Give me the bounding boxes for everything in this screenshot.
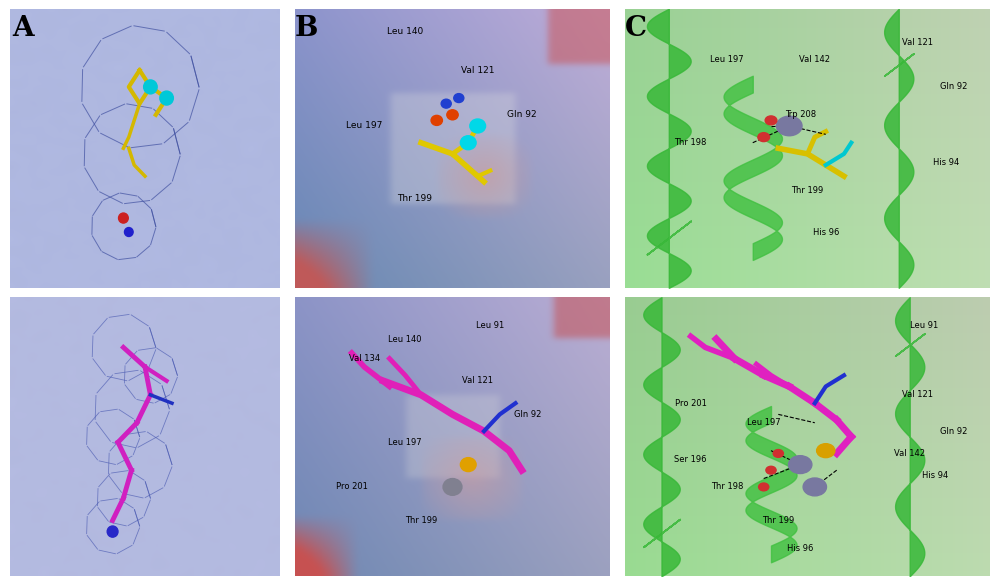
Text: A: A — [12, 15, 34, 42]
Text: Thr 199: Thr 199 — [791, 185, 824, 195]
Circle shape — [460, 136, 476, 150]
Text: Val 121: Val 121 — [462, 376, 493, 386]
Circle shape — [803, 478, 826, 496]
Circle shape — [441, 99, 451, 108]
Circle shape — [144, 80, 157, 94]
Text: B: B — [295, 15, 318, 42]
Circle shape — [776, 116, 802, 136]
Text: Leu 197: Leu 197 — [710, 54, 744, 64]
Text: Thr 199: Thr 199 — [405, 516, 437, 525]
Text: Pro 201: Pro 201 — [336, 483, 368, 491]
Text: C: C — [625, 15, 647, 42]
Text: His 96: His 96 — [813, 228, 839, 236]
Circle shape — [766, 466, 776, 474]
Text: Gln 92: Gln 92 — [940, 426, 967, 436]
Text: Ser 196: Ser 196 — [674, 455, 707, 463]
Text: Leu 91: Leu 91 — [910, 321, 938, 329]
Circle shape — [789, 456, 812, 473]
Circle shape — [460, 457, 476, 472]
Circle shape — [107, 526, 118, 537]
Circle shape — [443, 479, 462, 495]
Text: Gln 92: Gln 92 — [514, 410, 542, 419]
Circle shape — [759, 483, 769, 491]
Circle shape — [447, 110, 458, 120]
Circle shape — [124, 228, 133, 236]
Circle shape — [758, 133, 770, 142]
Circle shape — [817, 443, 835, 457]
Text: Leu 197: Leu 197 — [388, 438, 422, 447]
Text: Val 142: Val 142 — [894, 449, 925, 458]
Text: Val 121: Val 121 — [461, 66, 494, 75]
Text: Thr 198: Thr 198 — [711, 483, 743, 491]
Circle shape — [765, 116, 777, 125]
Text: Thr 199: Thr 199 — [762, 516, 794, 525]
Text: Leu 197: Leu 197 — [747, 418, 781, 427]
Text: Trp 208: Trp 208 — [785, 111, 816, 119]
Text: His 96: His 96 — [787, 544, 813, 553]
Circle shape — [160, 91, 173, 105]
Text: Leu 197: Leu 197 — [346, 122, 382, 130]
Text: His 94: His 94 — [922, 472, 948, 480]
Text: Gln 92: Gln 92 — [507, 111, 537, 119]
Circle shape — [773, 449, 783, 457]
Text: Val 121: Val 121 — [902, 38, 932, 47]
Text: Pro 201: Pro 201 — [675, 399, 707, 408]
Text: Val 142: Val 142 — [799, 54, 830, 64]
Text: Leu 140: Leu 140 — [388, 335, 422, 343]
Circle shape — [470, 119, 486, 133]
Text: Leu 140: Leu 140 — [387, 26, 423, 36]
Text: Val 134: Val 134 — [349, 354, 380, 363]
Text: Val 121: Val 121 — [902, 390, 932, 400]
Text: Leu 91: Leu 91 — [476, 321, 504, 329]
Circle shape — [454, 94, 464, 102]
Text: Gln 92: Gln 92 — [940, 82, 967, 91]
Text: His 94: His 94 — [933, 158, 959, 167]
Text: Thr 199: Thr 199 — [397, 194, 432, 203]
Circle shape — [119, 213, 128, 223]
Circle shape — [431, 115, 442, 125]
Text: Thr 198: Thr 198 — [675, 138, 707, 147]
